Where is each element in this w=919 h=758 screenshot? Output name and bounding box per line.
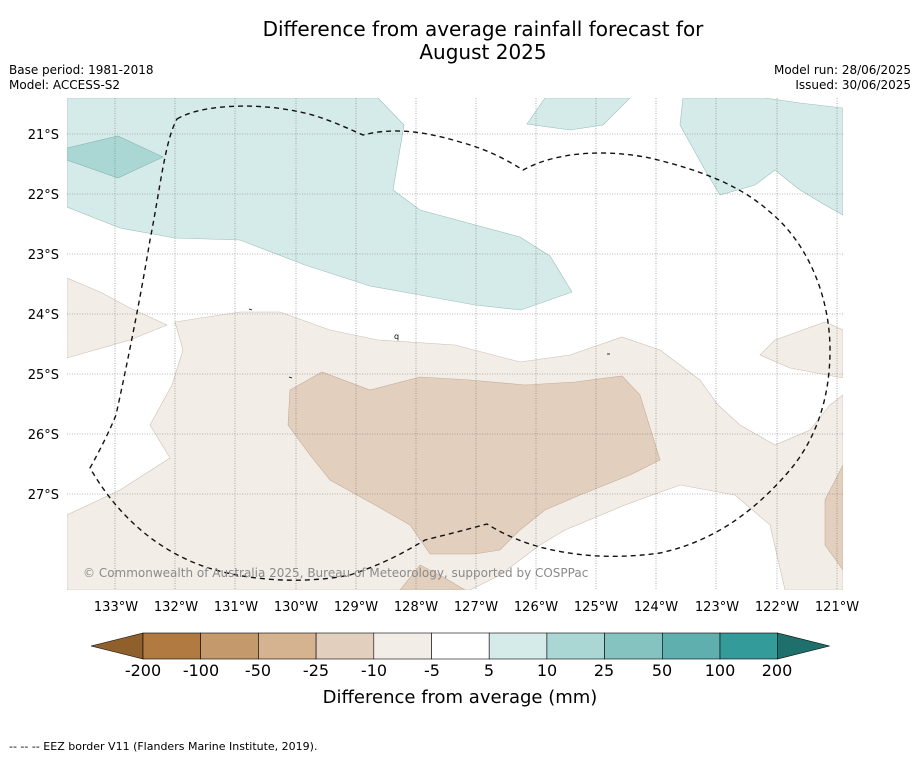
map-title: Difference from average rainfall forecas… — [0, 18, 919, 64]
map-plot-area: q © Commonwealth of Australia 2025, Bure… — [67, 98, 843, 590]
model-run: Model run: 28/06/2025 — [773, 63, 911, 77]
gridlines — [67, 98, 843, 590]
eez-border — [89, 105, 831, 581]
wetter-region-northeast — [679, 98, 843, 216]
lon-tick-label: 130°W — [274, 600, 318, 615]
lat-tick-label: 22°S — [28, 188, 59, 203]
eez-legend-note: -- -- -- EEZ border V11 (Flanders Marine… — [9, 740, 318, 753]
map-marker: q — [394, 332, 399, 341]
colorbar-tick-label: -10 — [361, 661, 387, 680]
metadata-right: Model run: 28/06/2025 Issued: 30/06/2025 — [774, 63, 911, 93]
colorbar-label: Difference from average (mm) — [323, 687, 598, 708]
colorbar-segment — [315, 632, 375, 660]
wetter-region-north — [526, 98, 631, 131]
lat-tick-label: 21°S — [28, 128, 59, 143]
lon-tick-label: 132°W — [154, 600, 198, 615]
copyright-notice: © Commonwealth of Australia 2025, Bureau… — [83, 566, 588, 580]
lon-tick-label: 123°W — [695, 600, 739, 615]
lat-tick-label: 25°S — [28, 368, 59, 383]
colorbar-segment — [604, 632, 663, 660]
lat-tick-label: 26°S — [28, 428, 59, 443]
map-tick-mark-2 — [288, 376, 293, 379]
model-name: Model: ACCESS-S2 — [9, 78, 121, 92]
colorbar-segment — [719, 632, 779, 660]
colorbar-arrow-right — [777, 632, 830, 660]
drier-region-west — [67, 277, 168, 359]
lon-tick-label: 126°W — [514, 600, 558, 615]
colorbar-tick-label: 200 — [762, 661, 793, 680]
lon-tick-label: 121°W — [815, 600, 859, 615]
lon-tick-label: 128°W — [394, 600, 438, 615]
colorbar-segment — [200, 632, 259, 660]
colorbar-tick-label: -50 — [245, 661, 271, 680]
colorbar-segment — [661, 632, 721, 660]
colorbar-segment — [373, 632, 432, 660]
colorbar-tick-label: -200 — [125, 661, 161, 680]
drier-region-medium — [287, 371, 661, 555]
colorbar-tick-label: -5 — [424, 661, 440, 680]
map-tick-mark-1 — [248, 308, 253, 311]
longitude-axis: 133°W 132°W 131°W 130°W 129°W 128°W 127°… — [94, 600, 859, 615]
lon-tick-label: 125°W — [574, 600, 618, 615]
colorbar-segment — [258, 632, 317, 660]
lat-tick-label: 27°S — [28, 488, 59, 503]
colorbar-tick-label: 100 — [705, 661, 736, 680]
base-period: Base period: 1981-2018 — [9, 63, 154, 77]
lon-tick-label: 131°W — [214, 600, 258, 615]
lat-tick-label: 23°S — [28, 248, 59, 263]
colorbar — [90, 632, 830, 660]
lon-tick-label: 133°W — [94, 600, 138, 615]
colorbar-tick-label: -100 — [183, 661, 219, 680]
lon-tick-label: 122°W — [755, 600, 799, 615]
colorbar-segment — [431, 632, 490, 660]
colorbar-ticks: -200 -100 -50 -25 -10 -5 5 10 25 50 100 … — [125, 661, 792, 680]
latitude-axis: 21°S 22°S 23°S 24°S 25°S 26°S 27°S — [28, 128, 59, 503]
colorbar-tick-label: 50 — [652, 661, 672, 680]
colorbar-segment — [142, 632, 202, 660]
drier-region-medium-east — [824, 464, 843, 571]
lat-tick-label: 24°S — [28, 308, 59, 323]
lon-tick-label: 124°W — [634, 600, 678, 615]
colorbar-segment — [546, 632, 605, 660]
colorbar-arrow-left — [90, 632, 144, 660]
colorbar-tick-label: 5 — [484, 661, 494, 680]
title-line-2: August 2025 — [419, 40, 547, 64]
issued-date: Issued: 30/06/2025 — [795, 78, 911, 92]
lon-tick-label: 129°W — [334, 600, 378, 615]
colorbar-segment — [488, 632, 548, 660]
title-line-1: Difference from average rainfall forecas… — [262, 17, 704, 41]
drier-region-east — [759, 321, 843, 379]
colorbar-tick-label: -25 — [303, 661, 329, 680]
metadata-left: Base period: 1981-2018 Model: ACCESS-S2 — [9, 63, 154, 93]
wetter-region-northwest — [67, 98, 573, 311]
wetter-patch-dark — [67, 135, 164, 179]
colorbar-tick-label: 25 — [594, 661, 614, 680]
colorbar-tick-label: 10 — [537, 661, 557, 680]
lon-tick-label: 127°W — [454, 600, 498, 615]
